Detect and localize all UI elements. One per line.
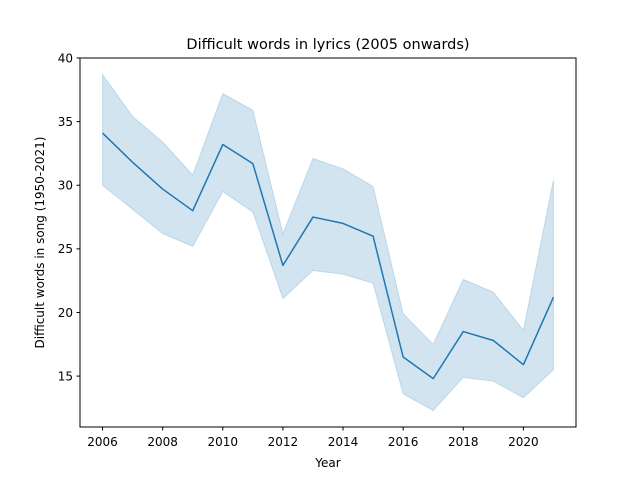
y-tick-label-35: 35 xyxy=(58,115,73,129)
x-tick-label-2012: 2012 xyxy=(268,435,299,449)
y-tick-label-40: 40 xyxy=(58,51,73,65)
x-tick-label-2006: 2006 xyxy=(87,435,118,449)
data-point-2020 xyxy=(523,364,525,366)
data-point-2011 xyxy=(252,163,254,165)
y-tick-label-15: 15 xyxy=(58,369,73,383)
data-point-2012 xyxy=(282,265,284,267)
plot-area xyxy=(79,57,577,428)
data-point-2010 xyxy=(222,144,224,146)
y-tick-label-20: 20 xyxy=(58,306,73,320)
chart-title: Difficult words in lyrics (2005 onwards) xyxy=(186,37,469,53)
y-tick-label-25: 25 xyxy=(58,242,73,256)
data-point-2021 xyxy=(553,296,555,298)
x-axis-label: Year xyxy=(314,456,340,470)
data-point-2006 xyxy=(102,132,104,134)
data-point-2007 xyxy=(132,162,134,164)
plot-frame xyxy=(79,57,577,428)
x-tick-label-2016: 2016 xyxy=(388,435,419,449)
data-point-2019 xyxy=(493,340,495,342)
series-line-0 xyxy=(102,132,555,380)
x-axis: 2006 2008 2010 2012 2014 2016 2018 2020 xyxy=(87,427,539,449)
confidence-band-0 xyxy=(102,72,554,412)
x-tick-label-2008: 2008 xyxy=(147,435,178,449)
confidence-band-layer xyxy=(102,72,554,412)
data-point-2018 xyxy=(462,331,464,333)
data-point-2014 xyxy=(342,223,344,225)
data-point-2009 xyxy=(192,210,194,212)
data-point-2015 xyxy=(372,235,374,237)
line-layer xyxy=(102,132,555,380)
y-axis: 15 20 25 30 35 40 xyxy=(58,51,80,383)
y-axis-label: Difficult words in song (1950-2021) xyxy=(33,137,47,349)
x-tick-label-2018: 2018 xyxy=(448,435,479,449)
data-point-2016 xyxy=(402,356,404,358)
data-point-2013 xyxy=(312,216,314,218)
y-tick-label-30: 30 xyxy=(58,179,73,193)
data-point-2017 xyxy=(432,378,434,380)
x-tick-label-2010: 2010 xyxy=(208,435,239,449)
x-tick-label-2014: 2014 xyxy=(328,435,359,449)
x-tick-label-2020: 2020 xyxy=(508,435,539,449)
data-point-2008 xyxy=(162,188,164,190)
